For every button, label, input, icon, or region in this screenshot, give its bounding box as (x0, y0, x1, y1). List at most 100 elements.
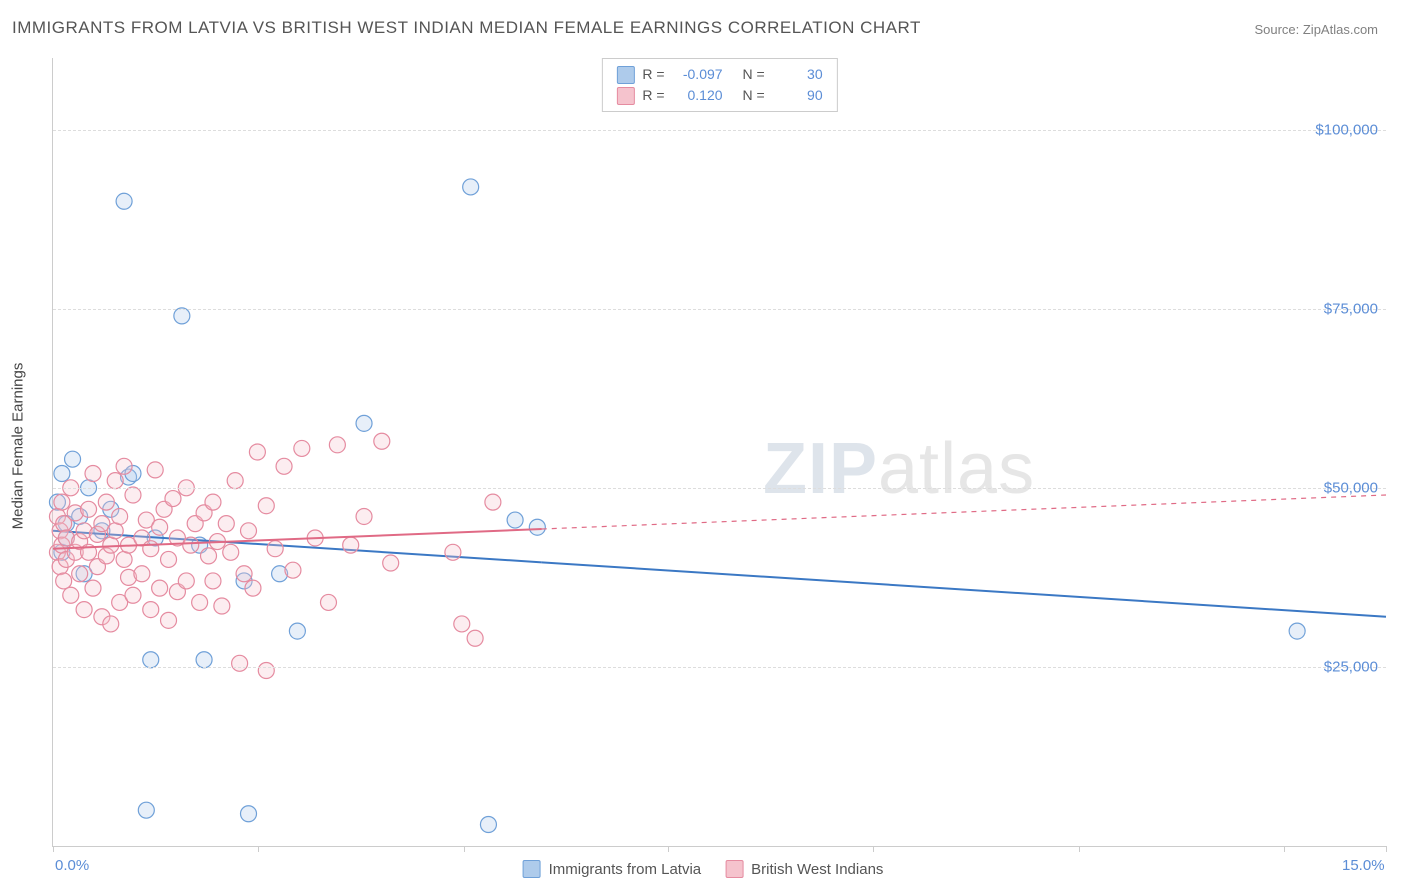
data-point-bwi (267, 541, 283, 557)
gridline (53, 309, 1386, 310)
data-point-bwi (276, 458, 292, 474)
x-tick (1386, 846, 1387, 852)
n-value-bwi: 90 (773, 85, 823, 106)
y-tick-label: $100,000 (1315, 121, 1378, 138)
data-point-bwi (192, 594, 208, 610)
data-point-bwi (227, 473, 243, 489)
data-point-latvia (116, 193, 132, 209)
data-point-bwi (320, 594, 336, 610)
data-point-bwi (56, 573, 72, 589)
data-point-bwi (54, 494, 70, 510)
data-point-bwi (245, 580, 261, 596)
data-point-bwi (178, 573, 194, 589)
data-point-bwi (134, 566, 150, 582)
data-point-bwi (467, 630, 483, 646)
data-point-bwi (161, 612, 177, 628)
data-point-bwi (201, 548, 217, 564)
r-value-bwi: 0.120 (673, 85, 723, 106)
data-point-bwi (183, 537, 199, 553)
data-point-bwi (116, 551, 132, 567)
x-tick (1079, 846, 1080, 852)
stats-row-bwi: R = 0.120 N = 90 (616, 85, 822, 106)
data-point-bwi (485, 494, 501, 510)
data-point-bwi (223, 544, 239, 560)
swatch-latvia (616, 66, 634, 84)
data-point-bwi (356, 508, 372, 524)
data-point-bwi (454, 616, 470, 632)
data-point-bwi (232, 655, 248, 671)
data-point-bwi (285, 562, 301, 578)
data-point-latvia (138, 802, 154, 818)
data-point-latvia (241, 806, 257, 822)
data-point-bwi (143, 602, 159, 618)
data-point-bwi (236, 566, 252, 582)
data-point-latvia (480, 817, 496, 833)
n-value-latvia: 30 (773, 64, 823, 85)
data-point-bwi (258, 662, 274, 678)
data-point-bwi (85, 465, 101, 481)
data-point-bwi (258, 498, 274, 514)
chart-plot-area: ZIPatlas R = -0.097 N = 30 R = 0.120 N =… (52, 58, 1386, 847)
swatch-latvia (523, 860, 541, 878)
data-point-bwi (112, 508, 128, 524)
data-point-latvia (289, 623, 305, 639)
data-point-bwi (374, 433, 390, 449)
data-point-bwi (241, 523, 257, 539)
legend-label-latvia: Immigrants from Latvia (549, 861, 702, 878)
data-point-bwi (98, 494, 114, 510)
gridline (53, 130, 1386, 131)
x-tick (1284, 846, 1285, 852)
data-point-bwi (147, 462, 163, 478)
trend-extension-bwi (542, 495, 1386, 529)
data-point-bwi (383, 555, 399, 571)
bottom-legend: Immigrants from Latvia British West Indi… (523, 860, 884, 878)
data-point-bwi (116, 458, 132, 474)
data-point-bwi (85, 580, 101, 596)
scatter-plot-svg (53, 58, 1386, 846)
data-point-bwi (329, 437, 345, 453)
chart-title: IMMIGRANTS FROM LATVIA VS BRITISH WEST I… (12, 18, 921, 38)
data-point-bwi (214, 598, 230, 614)
data-point-bwi (165, 491, 181, 507)
data-point-latvia (174, 308, 190, 324)
x-tick (53, 846, 54, 852)
source-attribution: Source: ZipAtlas.com (1254, 22, 1378, 37)
legend-item-latvia: Immigrants from Latvia (523, 860, 702, 878)
gridline (53, 488, 1386, 489)
data-point-bwi (125, 487, 141, 503)
data-point-bwi (249, 444, 265, 460)
data-point-bwi (152, 580, 168, 596)
data-point-bwi (152, 519, 168, 535)
x-tick-label: 15.0% (1342, 857, 1385, 874)
y-tick-label: $25,000 (1324, 658, 1378, 675)
n-label: N = (742, 64, 764, 85)
data-point-latvia (507, 512, 523, 528)
x-tick-label: 0.0% (55, 857, 89, 874)
r-label: R = (642, 64, 664, 85)
data-point-bwi (294, 440, 310, 456)
y-tick-label: $50,000 (1324, 479, 1378, 496)
gridline (53, 667, 1386, 668)
legend-label-bwi: British West Indians (751, 861, 883, 878)
n-label: N = (742, 85, 764, 106)
r-label: R = (642, 85, 664, 106)
trend-extension-latvia (542, 562, 1386, 616)
data-point-latvia (196, 652, 212, 668)
data-point-latvia (463, 179, 479, 195)
data-point-latvia (356, 415, 372, 431)
data-point-bwi (103, 537, 119, 553)
data-point-bwi (72, 566, 88, 582)
data-point-bwi (103, 616, 119, 632)
data-point-bwi (76, 602, 92, 618)
legend-item-bwi: British West Indians (725, 860, 883, 878)
x-tick (873, 846, 874, 852)
swatch-bwi (725, 860, 743, 878)
data-point-latvia (143, 652, 159, 668)
data-point-bwi (107, 523, 123, 539)
data-point-bwi (81, 501, 97, 517)
data-point-bwi (107, 473, 123, 489)
data-point-latvia (54, 465, 70, 481)
data-point-bwi (143, 541, 159, 557)
correlation-stats-box: R = -0.097 N = 30 R = 0.120 N = 90 (601, 58, 837, 112)
y-tick-label: $75,000 (1324, 300, 1378, 317)
